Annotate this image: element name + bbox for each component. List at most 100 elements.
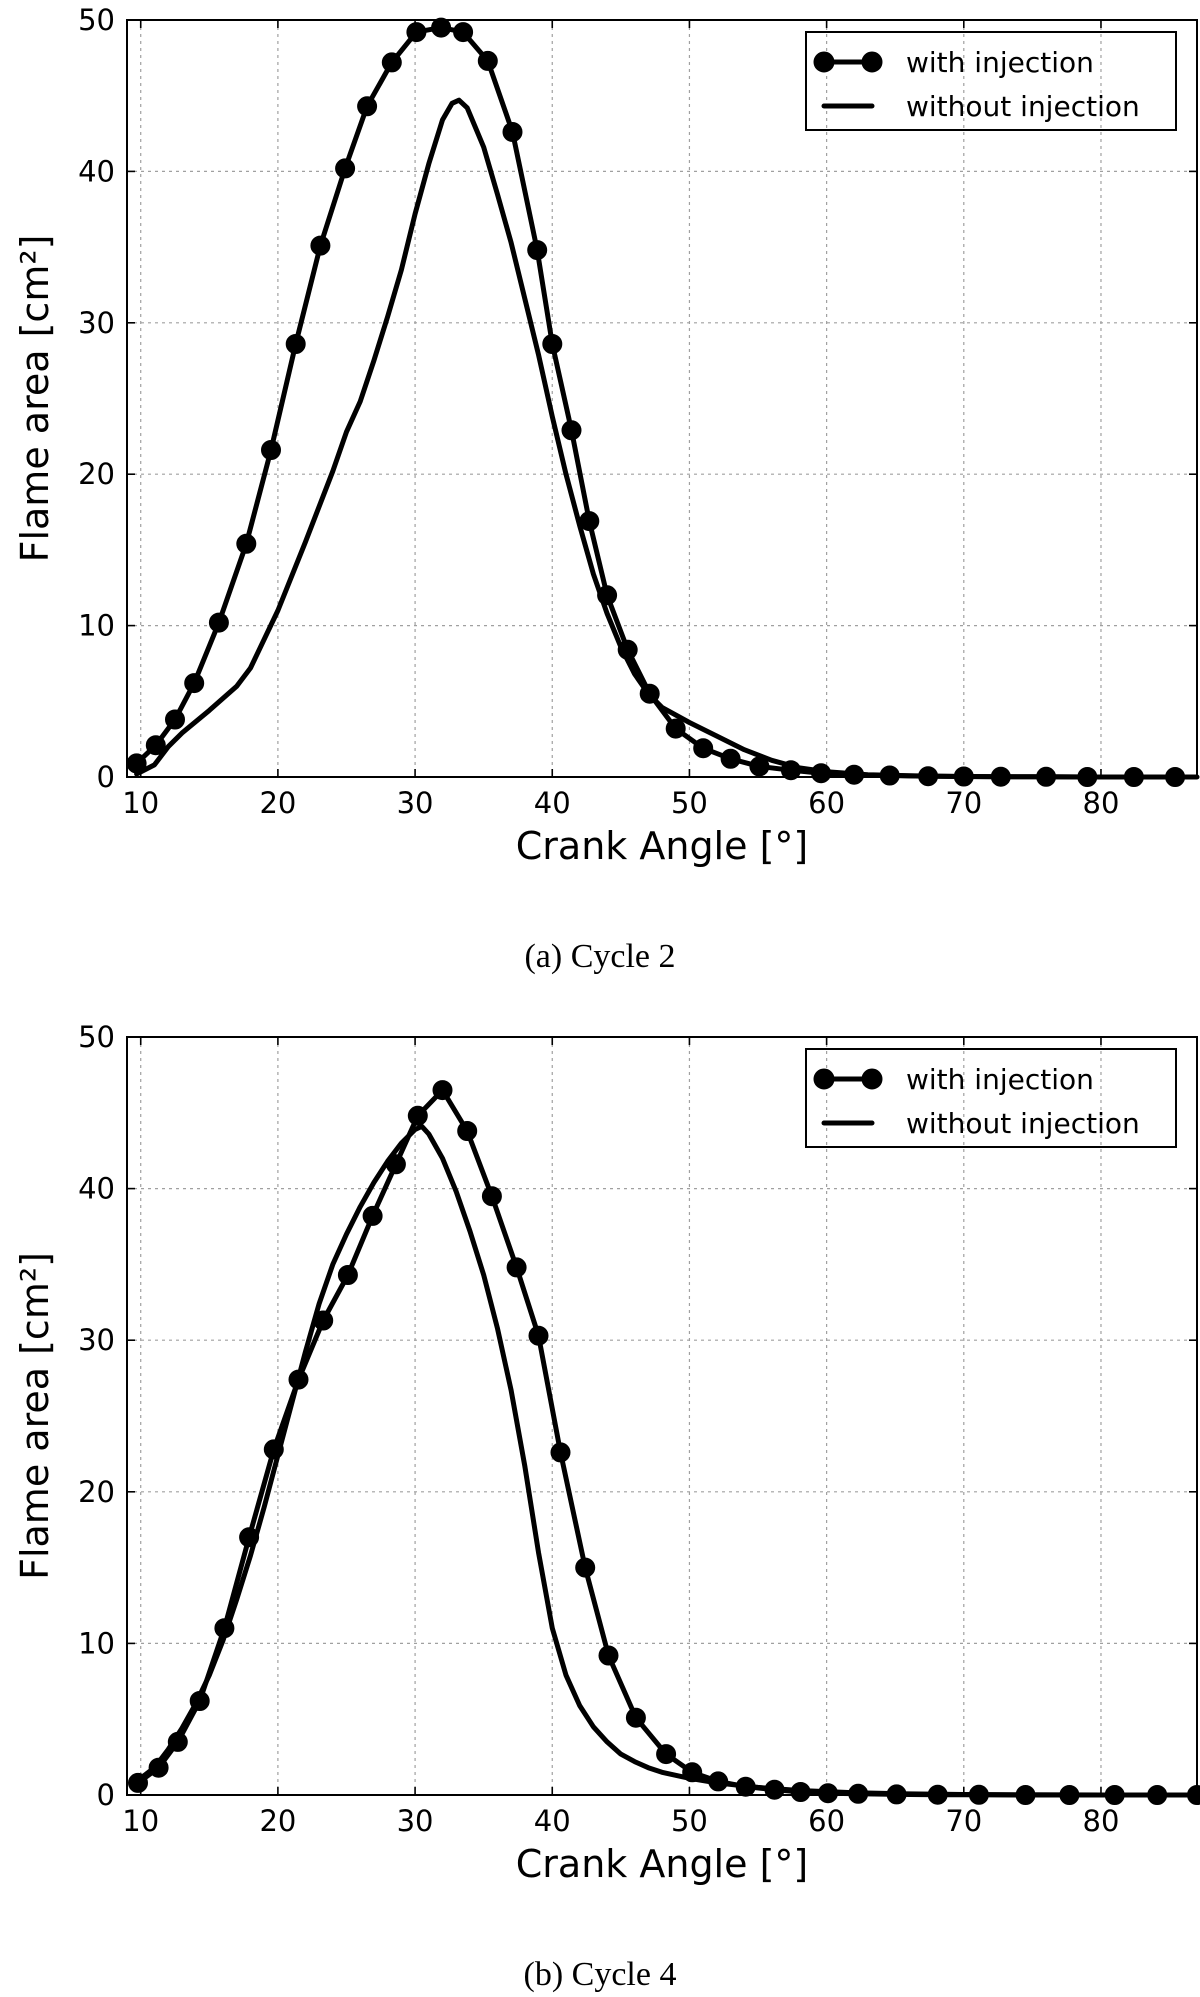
series-line-with-injection [134, 25, 1178, 780]
data-point [431, 17, 452, 38]
y-tick-label: 10 [78, 609, 115, 643]
data-point [385, 1154, 406, 1175]
x-tick-label: 20 [259, 1804, 296, 1838]
data-point [481, 1186, 502, 1207]
data-point [165, 709, 185, 730]
legend-marker [861, 51, 883, 73]
data-point [879, 765, 900, 786]
series-line-without-injection [134, 97, 1200, 780]
data-point [432, 1080, 453, 1101]
data-point [639, 683, 660, 704]
legend: with injection without injection [805, 1048, 1177, 1148]
x-tick-label: 80 [1083, 786, 1120, 820]
data-point [313, 1310, 334, 1331]
data-point [579, 511, 600, 532]
data-point [597, 585, 618, 606]
data-point [844, 764, 865, 785]
x-tick-label: 50 [671, 786, 708, 820]
series-markers-with-injection [126, 17, 1186, 787]
data-point [310, 235, 331, 256]
data-point [693, 738, 714, 759]
plot-frame [126, 1036, 1198, 1796]
data-point [735, 1776, 756, 1797]
legend-label-with-injection: with injection [906, 1063, 1094, 1096]
x-tick-label: 80 [1083, 1804, 1120, 1838]
data-point [184, 673, 205, 694]
y-tick-label: 0 [97, 1778, 115, 1812]
data-point [288, 1369, 309, 1390]
data-point [239, 1527, 260, 1548]
legend-box [805, 31, 1177, 131]
data-point [502, 122, 523, 142]
data-point [128, 1772, 148, 1793]
y-tick-labels: 0 10 20 30 40 50 [78, 3, 115, 794]
data-point [337, 1265, 358, 1285]
data-point [236, 533, 257, 554]
series-line-with-injection [135, 1087, 1200, 1798]
data-point [457, 1121, 478, 1141]
data-point [357, 96, 378, 117]
data-point [550, 1442, 571, 1463]
legend: with injection without injection [805, 31, 1177, 131]
x-tick-label: 40 [534, 786, 571, 820]
data-point [145, 735, 166, 756]
y-tick-label: 40 [78, 1172, 115, 1206]
data-point [208, 612, 229, 633]
plot-frame [126, 19, 1198, 778]
data-point [528, 1325, 549, 1346]
data-point [167, 1731, 188, 1752]
x-tick-label: 50 [671, 1804, 708, 1838]
data-point [720, 748, 741, 769]
chart-caption: (a) Cycle 2 [524, 938, 675, 975]
x-tick-label: 10 [122, 1804, 159, 1838]
x-axis-label: Crank Angle [°] [516, 1842, 808, 1886]
data-point [506, 1257, 527, 1278]
legend-marker [861, 1068, 883, 1090]
legend-label-without-injection: without injection [906, 90, 1140, 123]
x-tick-label: 70 [945, 786, 982, 820]
x-tick-label: 20 [259, 786, 296, 820]
data-point [214, 1618, 235, 1639]
data-point [682, 1762, 703, 1783]
y-tick-label: 30 [78, 1323, 115, 1357]
data-point [790, 1782, 811, 1802]
legend-marker [813, 1068, 835, 1090]
data-point [764, 1779, 785, 1800]
x-tick-label: 40 [534, 1804, 571, 1838]
data-point [848, 1783, 869, 1804]
y-tick-labels: 0 10 20 30 40 50 [78, 1020, 115, 1812]
y-tick-label: 50 [78, 3, 115, 37]
y-axis-label: Flame area [cm²] [13, 235, 57, 563]
grid-lines [127, 19, 1197, 778]
y-tick-label: 30 [78, 306, 115, 340]
data-point [263, 1439, 284, 1460]
data-point [126, 753, 147, 774]
data-point [625, 1707, 646, 1728]
y-tick-label: 20 [78, 457, 115, 491]
x-tick-labels: 10 20 30 40 50 60 70 80 [122, 1804, 1119, 1838]
data-point [665, 718, 686, 739]
legend-label-with-injection: with injection [906, 46, 1094, 79]
data-point [453, 22, 474, 43]
series-line-without-injection [134, 1123, 1200, 1798]
data-point [542, 334, 563, 354]
axis-ticks [127, 19, 1197, 778]
y-tick-label: 50 [78, 1020, 115, 1054]
data-point [598, 1645, 619, 1666]
data-point [656, 1744, 677, 1765]
data-point [406, 22, 427, 43]
legend-label-without-injection: without injection [906, 1107, 1140, 1140]
data-point [749, 756, 770, 777]
x-axis-label: Crank Angle [°] [516, 824, 808, 868]
data-point [617, 639, 638, 660]
data-point [261, 440, 281, 460]
legend-box [805, 1048, 1177, 1148]
data-point [818, 1783, 838, 1804]
data-point [407, 1105, 428, 1126]
data-point [285, 334, 306, 354]
y-tick-label: 40 [78, 154, 115, 188]
series-layer [126, 17, 1200, 787]
legend-marker [813, 51, 835, 73]
